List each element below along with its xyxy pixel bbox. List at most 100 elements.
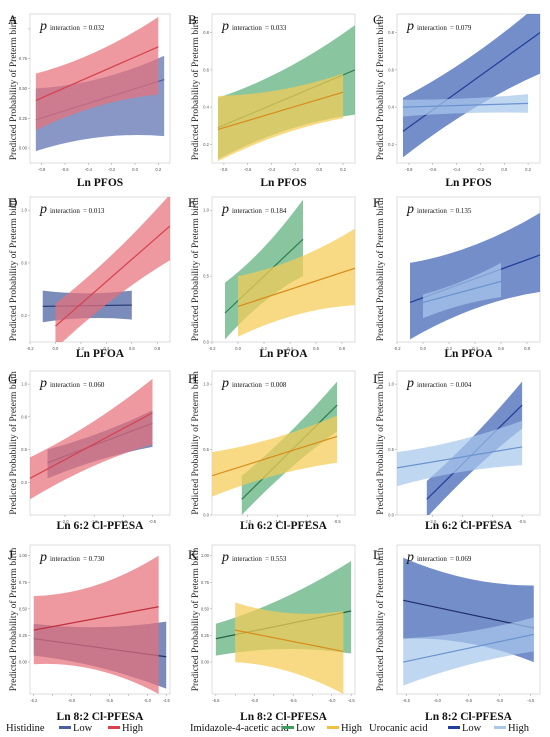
p-text: interaction [417, 381, 447, 389]
fit-line-high [397, 446, 523, 469]
ci-band-high [30, 378, 153, 500]
y-tick-label: 1.0 [203, 382, 209, 387]
ci-band-high [33, 555, 159, 694]
x-tick-label: 0.0 [501, 167, 507, 172]
y-axis-label: Predicted Probability of Preterm birth [8, 16, 19, 160]
p-symbol: p [39, 19, 47, 34]
x-tick-label: 0.2 [340, 167, 346, 172]
y-tick-label: 0.5 [203, 274, 209, 279]
ci-band-high [423, 262, 501, 319]
p-symbol: p [406, 376, 414, 391]
x-tick-label: -0.2 [26, 346, 34, 351]
x-tick-label: -6.5 [403, 698, 411, 703]
fit-line-high [212, 435, 338, 477]
x-tick-label: -5.5 [465, 698, 473, 703]
p-symbol: p [406, 202, 414, 217]
p-interaction-label: p interaction = 0.069 [406, 550, 472, 565]
legend-title: Imidazole-4-acetic acid [190, 723, 290, 734]
y-tick-label: 0.50 [201, 606, 210, 611]
panel-letter: C [373, 12, 382, 27]
x-tick-label: 0.0 [235, 346, 241, 351]
x-tick-label: -5.5 [106, 698, 114, 703]
x-tick-label: -5.0 [328, 698, 336, 703]
y-tick-label: 0.75 [201, 580, 210, 585]
p-interaction-label: p interaction = 0.079 [406, 19, 472, 34]
p-value: = 0.135 [450, 207, 472, 215]
panel-j: -6.2 -6.0 -5.5 -5.0 -4.5 0.00 0.25 0.50 0.75 1.00… [8, 544, 170, 723]
y-tick-label: 0.25 [19, 116, 28, 121]
fit-line-high [402, 102, 529, 108]
p-value: = 0.553 [265, 555, 287, 563]
y-tick-label: 0.2 [21, 313, 27, 318]
panel-letter: J [8, 547, 13, 562]
p-interaction-label: p interaction = 0.004 [406, 376, 472, 391]
x-axis-label: Ln 6:2 Cl-PFESA [57, 520, 145, 532]
x-axis-label: Ln 8:2 Cl-PFESA [240, 711, 328, 723]
x-tick-label: 0.4 [103, 346, 109, 351]
x-tick-label: -1.0 [304, 519, 312, 524]
x-axis-label: Ln PFOS [445, 177, 491, 189]
y-tick-label: 0.25 [19, 633, 28, 638]
panel-letter: K [188, 547, 198, 562]
legend-title: Histidine [6, 723, 45, 734]
x-tick-label: -6.5 [212, 698, 220, 703]
p-value: = 0.013 [83, 207, 105, 215]
y-axis-label: Predicted Probability of Preterm birth [190, 547, 201, 691]
y-tick-label: 0.0 [203, 513, 209, 518]
ci-band-high [55, 197, 170, 342]
x-tick-label: -0.8 [220, 167, 228, 172]
p-value: = 0.004 [450, 381, 472, 389]
x-tick-label: -1.0 [489, 519, 497, 524]
plot-marks [403, 557, 534, 686]
x-tick-label: 0.2 [525, 167, 531, 172]
y-axis-label: Predicted Probability of Preterm birth [8, 371, 19, 515]
p-value: = 0.730 [83, 555, 105, 563]
p-value: = 0.008 [265, 381, 287, 389]
p-text: interaction [50, 207, 80, 215]
ci-band-high [217, 73, 344, 162]
y-tick-label: 0.4 [203, 105, 209, 110]
p-value: = 0.184 [265, 207, 287, 215]
p-text: interaction [417, 555, 447, 563]
plot-marks [409, 212, 540, 340]
y-axis-label: Predicted Probability of Preterm birth [8, 547, 19, 691]
p-value: = 0.079 [450, 24, 472, 32]
legend-label-low: Low [462, 723, 482, 734]
x-tick-label: 0.4 [472, 346, 478, 351]
plot-marks [212, 381, 338, 515]
panel-letter: G [8, 371, 17, 386]
y-tick-label: 0.50 [19, 86, 28, 91]
p-symbol: p [221, 202, 229, 217]
fit-line-high [237, 267, 355, 307]
x-tick-label: -0.5 [149, 519, 157, 524]
x-tick-label: 0.0 [53, 346, 59, 351]
p-symbol: p [39, 202, 47, 217]
p-text: interaction [232, 555, 262, 563]
p-value: = 0.060 [83, 381, 105, 389]
y-tick-label: 0.0 [203, 340, 209, 345]
x-axis-label: Ln 6:2 Cl-PFESA [425, 520, 513, 532]
p-symbol: p [221, 376, 229, 391]
x-tick-label: -0.5 [519, 519, 527, 524]
x-tick-label: -6.2 [30, 698, 38, 703]
p-interaction-label: p interaction = 0.013 [39, 202, 105, 217]
x-tick-label: 0.6 [498, 346, 504, 351]
p-text: interaction [417, 24, 447, 32]
panel-c: -0.8 -0.6 -0.4 -0.2 0.0 0.2 0.2 0.4 0.6 0.8Predic… [373, 12, 541, 189]
x-tick-label: 0.4 [287, 346, 293, 351]
fit-line-high [235, 629, 344, 653]
plot-marks [33, 555, 167, 694]
fit-line-high [403, 633, 534, 663]
p-symbol: p [221, 550, 229, 565]
y-tick-label: 0.8 [21, 414, 27, 419]
y-tick-label: 0.00 [19, 146, 28, 151]
x-tick-label: -1.5 [274, 519, 282, 524]
plot-marks [402, 14, 540, 158]
p-interaction-label: p interaction = 0.553 [221, 550, 287, 565]
y-tick-label: 0.50 [19, 606, 28, 611]
p-value: = 0.069 [450, 555, 472, 563]
panel-letter: H [188, 371, 197, 386]
x-tick-label: -0.4 [85, 167, 93, 172]
